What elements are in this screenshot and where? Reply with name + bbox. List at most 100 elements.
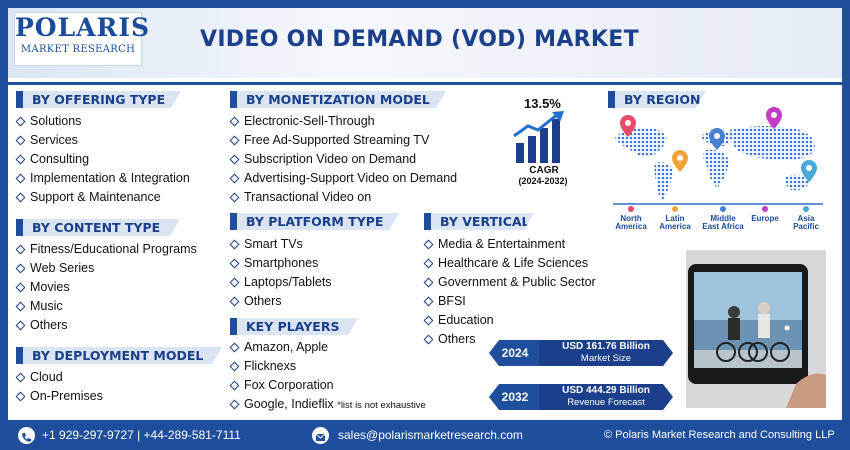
diamond-bullet-icon	[423, 239, 434, 250]
tablet-video-photo	[686, 250, 826, 408]
diamond-bullet-icon	[229, 399, 240, 410]
region-section-title: BY REGION	[608, 91, 706, 108]
list-item: Services	[15, 131, 190, 150]
asia-pacific-dot-icon	[803, 206, 809, 212]
diamond-bullet-icon	[15, 192, 26, 203]
content-type-list: Fitness/Educational Programs Web Series …	[15, 240, 197, 335]
list-item: Advertising-Support Video on Demand	[229, 169, 457, 188]
region-label-latin-america: Latin America	[659, 214, 691, 231]
diamond-bullet-icon	[423, 277, 434, 288]
region-label-europe: Europe	[751, 214, 779, 223]
list-item: Support & Maintenance	[15, 188, 190, 207]
region-label-middle-east-africa: Middle East Africa	[702, 214, 744, 231]
growth-chart-icon	[513, 111, 564, 163]
diamond-bullet-icon	[229, 258, 240, 269]
diamond-bullet-icon	[423, 315, 434, 326]
diamond-bullet-icon	[229, 173, 240, 184]
diamond-bullet-icon	[15, 263, 26, 274]
world-map	[613, 126, 823, 205]
offering-list: Solutions Services Consulting Implementa…	[15, 112, 190, 207]
logo-subtitle: MARKET RESEARCH	[20, 44, 136, 55]
diamond-bullet-icon	[229, 296, 240, 307]
list-item: Amazon, Apple	[229, 338, 426, 357]
diamond-bullet-icon	[15, 282, 26, 293]
stat-info: USD 161.76 Billion Market Size	[539, 340, 673, 366]
cagr-period: (2024-2032)	[518, 176, 568, 186]
diamond-bullet-icon	[229, 116, 240, 127]
region-label-asia-pacific: Asia Pacific	[793, 214, 819, 231]
north-america-dot-icon	[628, 206, 634, 212]
stat-value: USD 444.29 Billion	[562, 385, 650, 396]
footer-email[interactable]: sales@polarismarketresearch.com	[338, 428, 523, 442]
diamond-bullet-icon	[15, 135, 26, 146]
monetization-list: Electronic-Sell-Through Free Ad-Supporte…	[229, 112, 457, 207]
stat-description: Market Size	[580, 353, 632, 364]
market-size-stat: 2024 USD 161.76 Billion Market Size	[489, 340, 673, 366]
email-icon	[312, 427, 329, 444]
diamond-bullet-icon	[15, 244, 26, 255]
list-item: On-Premises	[15, 387, 103, 406]
list-item: Others	[15, 316, 197, 335]
diamond-bullet-icon	[15, 391, 26, 402]
list-item: Healthcare & Life Sciences	[423, 254, 596, 273]
logo-wordmark: POLARIS	[15, 13, 151, 42]
list-item: Subscription Video on Demand	[229, 150, 457, 169]
list-item: BFSI	[423, 292, 596, 311]
diamond-bullet-icon	[15, 173, 26, 184]
footer: +1 929-297-9727 | +44-289-581-7111 sales…	[0, 420, 850, 450]
footer-phone[interactable]: +1 929-297-9727 | +44-289-581-7111	[42, 428, 241, 442]
diamond-bullet-icon	[15, 116, 26, 127]
vertical-list: Media & Entertainment Healthcare & Life …	[423, 235, 596, 349]
key-players-list: Amazon, Apple Flicknexs Fox Corporation …	[229, 338, 426, 414]
list-item: Fitness/Educational Programs	[15, 240, 197, 259]
list-item: Web Series	[15, 259, 197, 278]
list-item: Consulting	[15, 150, 190, 169]
phone-icon	[18, 427, 35, 444]
deployment-list: Cloud On-Premises	[15, 368, 103, 406]
list-item: Others	[423, 330, 596, 349]
stat-value: USD 161.76 Billion	[562, 341, 650, 352]
list-item: Transactional Video on	[229, 188, 457, 207]
list-item: Smartphones	[229, 254, 332, 273]
key-players-section-title: KEY PLAYERS	[230, 318, 358, 335]
vertical-section-title: BY VERTICAL	[424, 213, 534, 230]
europe-pin-icon	[766, 107, 782, 129]
header-divider	[8, 82, 842, 85]
north-america-pin-icon	[620, 115, 636, 137]
revenue-forecast-stat: 2032 USD 444.29 Billion Revenue Forecast	[489, 384, 673, 410]
latin-america-dot-icon	[672, 206, 678, 212]
list-item: Solutions	[15, 112, 190, 131]
diamond-bullet-icon	[229, 239, 240, 250]
latin-america-pin-icon	[672, 150, 688, 172]
list-item: Fox Corporation	[229, 376, 426, 395]
polaris-logo[interactable]: POLARIS MARKET RESEARCH	[14, 12, 151, 66]
diamond-bullet-icon	[15, 320, 26, 331]
monetization-section-title: BY MONETIZATION MODEL	[230, 91, 446, 108]
list-item: Cloud	[15, 368, 103, 387]
list-item: Education	[423, 311, 596, 330]
middle-east-africa-pin-icon	[709, 128, 725, 150]
list-item: Music	[15, 297, 197, 316]
stat-description: Revenue Forecast	[567, 397, 645, 408]
page-title: VIDEO ON DEMAND (VOD) MARKET	[200, 27, 639, 52]
diamond-bullet-icon	[229, 361, 240, 372]
diamond-bullet-icon	[423, 296, 434, 307]
platform-section-title: BY PLATFORM TYPE	[230, 213, 399, 230]
content-type-section-title: BY CONTENT TYPE	[16, 219, 180, 236]
stat-info: USD 444.29 Billion Revenue Forecast	[539, 384, 673, 410]
asia-pacific-pin-icon	[801, 160, 817, 182]
list-item: Free Ad-Supported Streaming TV	[229, 131, 457, 150]
list-item: Smart TVs	[229, 235, 332, 254]
tablet-illustration	[686, 250, 826, 408]
list-item: Google, Indieflix *list is not exhaustiv…	[229, 395, 426, 414]
list-item: Implementation & Integration	[15, 169, 190, 188]
stat-year: 2024	[489, 340, 541, 366]
diamond-bullet-icon	[229, 154, 240, 165]
diamond-bullet-icon	[15, 372, 26, 383]
diamond-bullet-icon	[229, 192, 240, 203]
header	[8, 8, 842, 78]
platform-list: Smart TVs Smartphones Laptops/Tablets Ot…	[229, 235, 332, 311]
deployment-section-title: BY DEPLOYMENT MODEL	[16, 347, 222, 364]
diamond-bullet-icon	[15, 301, 26, 312]
cagr-label: CAGR	[529, 165, 559, 176]
